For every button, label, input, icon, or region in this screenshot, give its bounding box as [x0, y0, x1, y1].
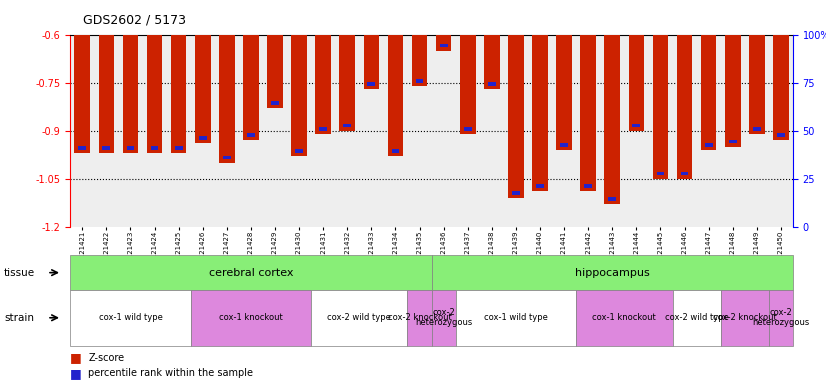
Bar: [415, 79, 424, 83]
Bar: [512, 191, 520, 195]
Bar: [150, 146, 159, 150]
Bar: [292, 35, 307, 156]
Bar: [725, 35, 741, 147]
Bar: [439, 43, 448, 47]
Text: cox-1 wild type: cox-1 wild type: [484, 313, 548, 322]
Bar: [171, 35, 187, 153]
Bar: [436, 35, 452, 51]
Bar: [147, 35, 163, 153]
Bar: [387, 35, 403, 156]
Bar: [653, 35, 668, 179]
Text: cox-2 wild type: cox-2 wild type: [665, 313, 729, 322]
Bar: [532, 35, 548, 191]
Bar: [199, 136, 206, 140]
Text: cerebral cortex: cerebral cortex: [209, 268, 293, 278]
Bar: [344, 124, 351, 127]
Text: tissue: tissue: [4, 268, 36, 278]
Bar: [584, 184, 592, 188]
Text: ■: ■: [70, 351, 82, 364]
Bar: [749, 35, 765, 134]
Bar: [98, 35, 114, 153]
Bar: [363, 35, 379, 89]
Bar: [729, 139, 737, 143]
Bar: [556, 35, 572, 150]
Bar: [484, 35, 500, 89]
Text: cox-1 wild type: cox-1 wild type: [98, 313, 163, 322]
Bar: [753, 127, 761, 131]
Text: cox-2 knockout: cox-2 knockout: [713, 313, 776, 322]
Bar: [243, 35, 259, 140]
Text: cox-1 knockout: cox-1 knockout: [592, 313, 656, 322]
Bar: [560, 143, 568, 147]
Text: ■: ■: [70, 367, 82, 380]
Bar: [581, 35, 596, 191]
Text: Z-score: Z-score: [88, 353, 125, 363]
Bar: [773, 35, 789, 140]
Bar: [219, 35, 235, 162]
Bar: [676, 35, 692, 179]
Bar: [605, 35, 620, 204]
Text: strain: strain: [4, 313, 34, 323]
Bar: [74, 35, 90, 153]
Bar: [705, 143, 713, 147]
Bar: [460, 35, 476, 134]
Bar: [700, 35, 716, 150]
Text: GDS2602 / 5173: GDS2602 / 5173: [83, 13, 186, 26]
Bar: [629, 35, 644, 131]
Bar: [464, 127, 472, 131]
Bar: [320, 127, 327, 131]
Bar: [681, 172, 688, 175]
Bar: [536, 184, 544, 188]
Bar: [316, 35, 331, 134]
Bar: [295, 149, 303, 153]
Bar: [267, 35, 282, 108]
Text: cox-2
heterozygous: cox-2 heterozygous: [415, 308, 472, 328]
Bar: [609, 197, 616, 201]
Text: cox-2 knockout: cox-2 knockout: [387, 313, 452, 322]
Bar: [122, 35, 138, 153]
Bar: [271, 101, 279, 105]
Bar: [195, 35, 211, 143]
Text: cox-1 knockout: cox-1 knockout: [219, 313, 282, 322]
Bar: [508, 35, 524, 198]
Text: cox-2 wild type: cox-2 wild type: [327, 313, 392, 322]
Bar: [368, 82, 375, 86]
Text: hippocampus: hippocampus: [575, 268, 649, 278]
Text: cox-2
heterozygous: cox-2 heterozygous: [752, 308, 809, 328]
Bar: [411, 35, 427, 86]
Bar: [247, 133, 254, 137]
Bar: [175, 146, 183, 150]
Bar: [633, 124, 640, 127]
Bar: [488, 82, 496, 86]
Bar: [777, 133, 785, 137]
Bar: [102, 146, 110, 150]
Text: percentile rank within the sample: percentile rank within the sample: [88, 368, 254, 378]
Bar: [126, 146, 135, 150]
Bar: [339, 35, 355, 131]
Bar: [657, 172, 664, 175]
Bar: [78, 146, 86, 150]
Bar: [392, 149, 399, 153]
Bar: [223, 156, 230, 159]
